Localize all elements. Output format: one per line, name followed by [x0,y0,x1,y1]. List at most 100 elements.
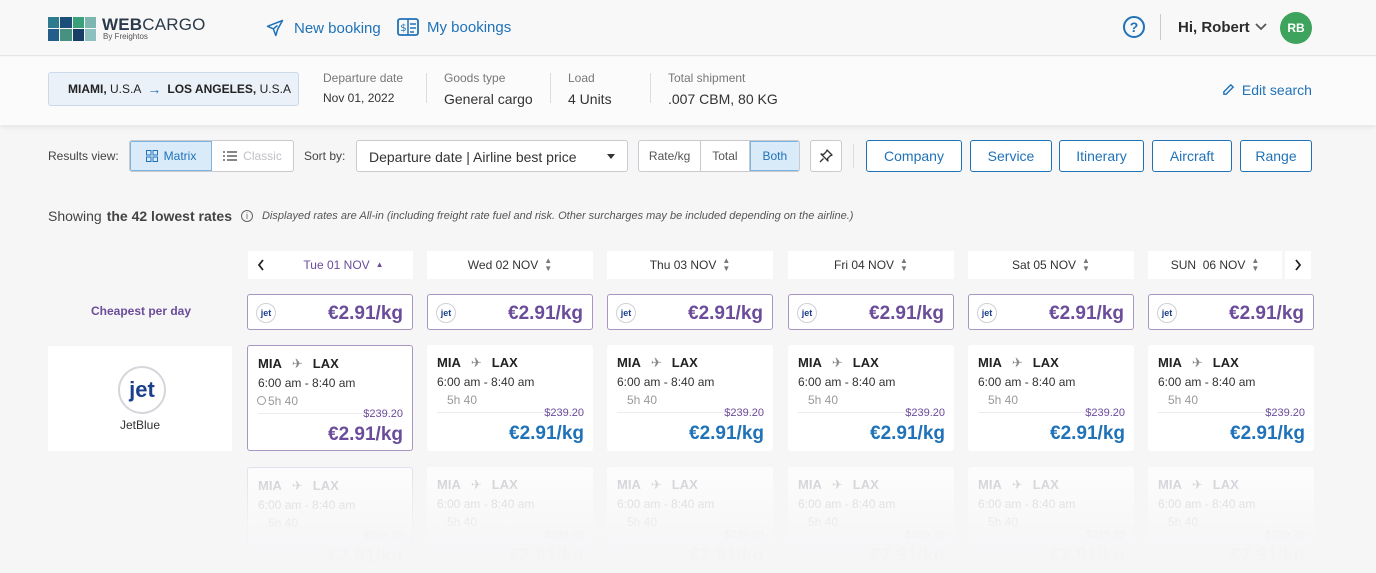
flight-duration-value: 5h 40 [268,394,299,408]
flight-duration: 5h 40 [988,393,1019,407]
cheapest-day-card[interactable]: jet €2.91/kg [968,294,1134,330]
goods-type-value: General cargo [444,91,533,107]
flight-card[interactable]: MIA ✈ LAX 6:00 am - 8:40 am 5h 40 $239.20 … [247,467,413,573]
edit-search-link[interactable]: Edit search [1222,82,1312,98]
rate-per-kg: €2.91/kg [509,545,584,566]
airline-name: JetBlue [119,418,161,432]
user-greeting[interactable]: Hi, Robert [1178,19,1250,36]
new-booking-link[interactable]: New booking [264,18,381,38]
both-button[interactable]: Both [749,141,799,171]
sort-icon: ▲ ▼ [900,256,908,273]
range-filter-button[interactable]: Range [1240,140,1312,172]
sort-by-label: Sort by: [304,149,346,163]
day-header[interactable]: SUN 06 NOV ▲ ▼ [1148,251,1282,279]
flight-times: 6:00 am - 8:40 am [258,498,356,512]
plane-icon: ✈ [1011,355,1023,370]
origin-code: MIA [437,355,461,370]
plane-icon: ✈ [470,355,482,370]
matrix-view-button[interactable]: Matrix [130,141,212,171]
total-shipment-label: Total shipment [668,71,746,85]
day-header[interactable]: Thu 03 NOV ▲ ▼ [607,251,773,279]
sort-icon: ▲ ▼ [544,256,553,273]
chevron-right-icon [1295,259,1302,271]
info-icon[interactable]: i [240,210,253,222]
avatar[interactable]: RB [1280,12,1312,44]
flight-duration: 5h 40 [627,515,658,529]
chevron-down-icon[interactable] [1255,20,1267,34]
cheapest-day-card[interactable]: jet €2.91/kg [247,294,413,330]
plane-icon: ✈ [1191,355,1203,370]
service-filter-button[interactable]: Service [970,140,1052,172]
airline-cell: jet JetBlue [48,346,232,451]
company-filter-button[interactable]: Company [866,140,962,172]
pin-button[interactable] [810,140,842,172]
help-icon[interactable]: ? [1123,16,1145,38]
flight-card[interactable]: MIA ✈ LAX 6:00 am - 8:40 am 5h 40 $239.20 … [607,467,773,573]
total-label: Total [712,149,738,163]
divider [437,412,583,413]
route-pill[interactable]: MIAMI, U.S.A → LOS ANGELES, U.S.A [48,72,299,106]
showing-count: the 42 lowest rates [106,208,232,224]
prev-days-button[interactable] [248,251,274,279]
itinerary-filter-button[interactable]: Itinerary [1059,140,1144,172]
flight-card[interactable]: MIA ✈ LAX 6:00 am - 8:40 am 5h 40 $239.20 … [968,467,1134,573]
total-price: $239.20 [363,408,403,420]
day-header-label: Tue 01 NOV [303,258,370,272]
bookings-icon: $ [397,18,419,36]
jetblue-logo-icon: jet [616,303,636,323]
day-header[interactable]: Wed 02 NOV ▲ ▼ [427,251,593,279]
rate-per-kg: €2.91/kg [689,423,764,444]
cheapest-day-card[interactable]: jet €2.91/kg [607,294,773,330]
flight-card[interactable]: MIA ✈ LAX 6:00 am - 8:40 am 5h 40 $239.20 … [427,345,593,451]
classic-view-button[interactable]: Classic [212,141,293,171]
flight-card[interactable]: MIA ✈ LAX 6:00 am - 8:40 am 5h 40 $239.20 … [427,467,593,573]
flight-card[interactable]: MIA ✈ LAX 6:00 am - 8:40 am 5h 40 $239.20 … [247,345,413,451]
sort-select-value: Departure date | Airline best price [369,149,577,165]
rate-kg-button[interactable]: Rate/kg [639,141,702,171]
arrow-right-icon: → [147,81,162,97]
sort-select[interactable]: Departure date | Airline best price [356,140,628,172]
rate-per-kg: €2.91/kg [870,423,945,444]
flight-duration: 5h 40 [268,516,299,530]
destination-code: LAX [852,355,879,370]
aircraft-filter-button[interactable]: Aircraft [1152,140,1232,172]
flight-card[interactable]: MIA ✈ LAX 6:00 am - 8:40 am 5h 40 $239.20 … [788,345,954,451]
flight-duration: 5h 40 [988,515,1019,529]
cheapest-price: €2.91/kg [869,303,944,324]
origin-code: MIA [258,356,282,371]
logo-subtitle: By Freightos [103,32,148,41]
cheapest-day-card[interactable]: jet €2.91/kg [427,294,593,330]
flight-card[interactable]: MIA ✈ LAX 6:00 am - 8:40 am 5h 40 $239.20 … [1148,467,1314,573]
cheapest-day-card[interactable]: jet €2.91/kg [788,294,954,330]
sort-icon: ▲ ▼ [1082,256,1090,273]
destination-code: LAX [671,355,698,370]
plane-icon: ✈ [650,477,662,492]
flight-card[interactable]: MIA ✈ LAX 6:00 am - 8:40 am 5h 40 $239.20 … [788,467,954,573]
results-toolbar: Results view: Matrix Classic Sort by: De… [0,140,1376,172]
load-value: 4 Units [568,91,612,107]
goods-type-field: Goods type General cargo [444,71,533,107]
my-bookings-link[interactable]: $ My bookings [397,18,511,36]
flight-card[interactable]: MIA ✈ LAX 6:00 am - 8:40 am 5h 40 $239.20 … [1148,345,1314,451]
flight-times: 6:00 am - 8:40 am [617,497,715,511]
flight-card[interactable]: MIA ✈ LAX 6:00 am - 8:40 am 5h 40 $239.20 … [968,345,1134,451]
classic-label: Classic [243,149,282,163]
divider [1158,412,1304,413]
origin-code: MIA [798,355,822,370]
total-price: $239.20 [544,407,584,419]
total-price: $239.20 [724,529,764,541]
next-days-button[interactable] [1285,251,1311,279]
day-header[interactable]: Tue 01 NOV ▲ [274,251,413,279]
total-button[interactable]: Total [701,141,750,171]
total-price: $239.20 [1265,407,1305,419]
webcargo-logo[interactable]: WEBCARGO By Freightos [48,16,206,41]
divider [650,73,651,103]
logo-mark-icon [48,16,96,41]
cheapest-day-card[interactable]: jet €2.91/kg [1148,294,1314,330]
day-header[interactable]: Fri 04 NOV ▲ ▼ [788,251,954,279]
flight-card[interactable]: MIA ✈ LAX 6:00 am - 8:40 am 5h 40 $239.20 … [607,345,773,451]
day-header[interactable]: Sat 05 NOV ▲ ▼ [968,251,1134,279]
cheapest-per-day-label: Cheapest per day [90,304,192,318]
total-shipment-value: .007 CBM, 80 KG [668,91,778,107]
rate-kg-label: Rate/kg [648,149,691,163]
